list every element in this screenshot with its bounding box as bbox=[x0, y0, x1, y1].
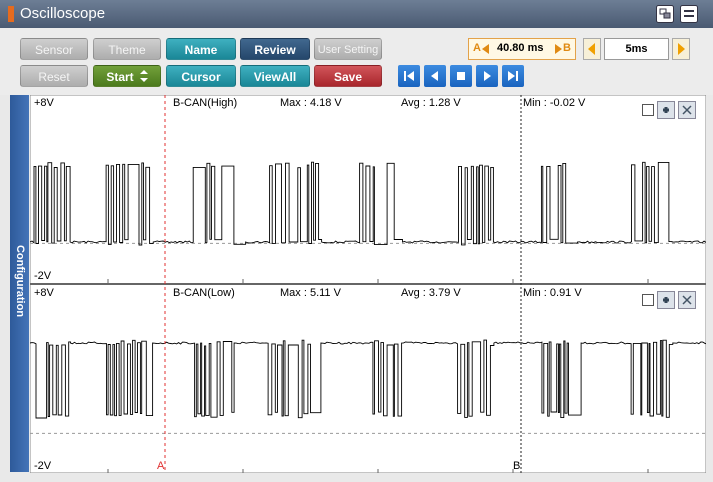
channel-controls[interactable] bbox=[642, 101, 696, 119]
timebase-decrease[interactable] bbox=[583, 38, 601, 60]
button-label: Name bbox=[184, 43, 218, 57]
playback-button[interactable] bbox=[476, 65, 498, 87]
title-bar: Oscilloscope bbox=[0, 0, 713, 28]
button-label: Cursor bbox=[181, 70, 221, 84]
button-label: ViewAll bbox=[253, 70, 297, 84]
checkbox bbox=[642, 104, 654, 116]
waveform bbox=[30, 339, 706, 419]
scale-bottom: -2V bbox=[34, 270, 52, 282]
button-label: Start bbox=[106, 70, 134, 84]
arrow-left bbox=[482, 44, 489, 54]
button-label: Reset bbox=[38, 70, 70, 84]
toolbar-button[interactable]: Sensor bbox=[20, 38, 88, 60]
stat-min: Min : -0.02 V bbox=[523, 97, 586, 109]
toolbar-button[interactable]: Save bbox=[314, 65, 382, 87]
cursor-readout: A 40.80 ms B bbox=[468, 38, 576, 60]
playback-button[interactable] bbox=[424, 65, 446, 87]
side-tab[interactable]: Configuration bbox=[10, 95, 29, 472]
window-title: Oscilloscope bbox=[20, 5, 106, 22]
scale-bottom: -2V bbox=[34, 460, 52, 472]
spin-icon bbox=[139, 70, 148, 82]
stat-max: Max : 5.11 V bbox=[280, 287, 342, 299]
toolbar-button[interactable]: Start bbox=[93, 65, 161, 87]
checkbox bbox=[642, 294, 654, 306]
arrow-right bbox=[555, 44, 562, 54]
toolbar-button[interactable]: Name bbox=[166, 38, 236, 60]
stat-min: Min : 0.91 V bbox=[523, 287, 582, 299]
side-tab-label: Configuration bbox=[14, 244, 26, 318]
timebase-value[interactable]: 5ms bbox=[604, 38, 669, 60]
playback-button[interactable] bbox=[450, 65, 472, 87]
toolbar-button[interactable]: Theme bbox=[93, 38, 161, 60]
plot-area: +8V -2V B-CAN(High) Max : 4.18 V Avg : 1.28 … bbox=[30, 95, 706, 473]
toolbar-button[interactable]: Reset bbox=[20, 65, 88, 87]
playback-button[interactable] bbox=[502, 65, 524, 87]
zoom-icon bbox=[663, 107, 669, 113]
scale-top: +8V bbox=[34, 287, 55, 299]
toolbar-button[interactable]: User Setting bbox=[314, 38, 382, 60]
button-label: Review bbox=[254, 43, 296, 57]
cursor-b-label: B bbox=[513, 460, 520, 472]
stat-avg: Avg : 3.79 V bbox=[401, 287, 461, 299]
timebase-increase[interactable] bbox=[672, 38, 690, 60]
zoom-icon bbox=[663, 297, 669, 303]
scale-top: +8V bbox=[34, 97, 55, 109]
window-controls[interactable] bbox=[656, 5, 700, 23]
toolbar-button[interactable]: Cursor bbox=[166, 65, 236, 87]
button-label: Sensor bbox=[34, 43, 74, 57]
stat-max: Max : 4.18 V bbox=[280, 97, 342, 109]
button-label: Theme bbox=[108, 43, 146, 57]
channel-name: B-CAN(High) bbox=[173, 97, 237, 109]
button-label: Save bbox=[333, 70, 363, 84]
channel-name: B-CAN(Low) bbox=[173, 287, 235, 299]
app-icon bbox=[8, 6, 14, 22]
playback-button[interactable] bbox=[398, 65, 420, 87]
close-icon bbox=[682, 105, 692, 115]
stat-avg: Avg : 1.28 V bbox=[401, 97, 461, 109]
toolbar-button[interactable]: Review bbox=[240, 38, 310, 60]
toolbar-button[interactable]: ViewAll bbox=[240, 65, 310, 87]
marker-b: B bbox=[563, 42, 571, 54]
channel-controls[interactable] bbox=[642, 291, 696, 309]
waveform bbox=[30, 161, 706, 246]
marker-a: A bbox=[473, 42, 481, 54]
close-icon bbox=[682, 295, 692, 305]
time-delta: 40.80 ms bbox=[497, 42, 544, 54]
button-label: User Setting bbox=[317, 44, 379, 56]
cursor-a-label: A bbox=[157, 460, 165, 472]
